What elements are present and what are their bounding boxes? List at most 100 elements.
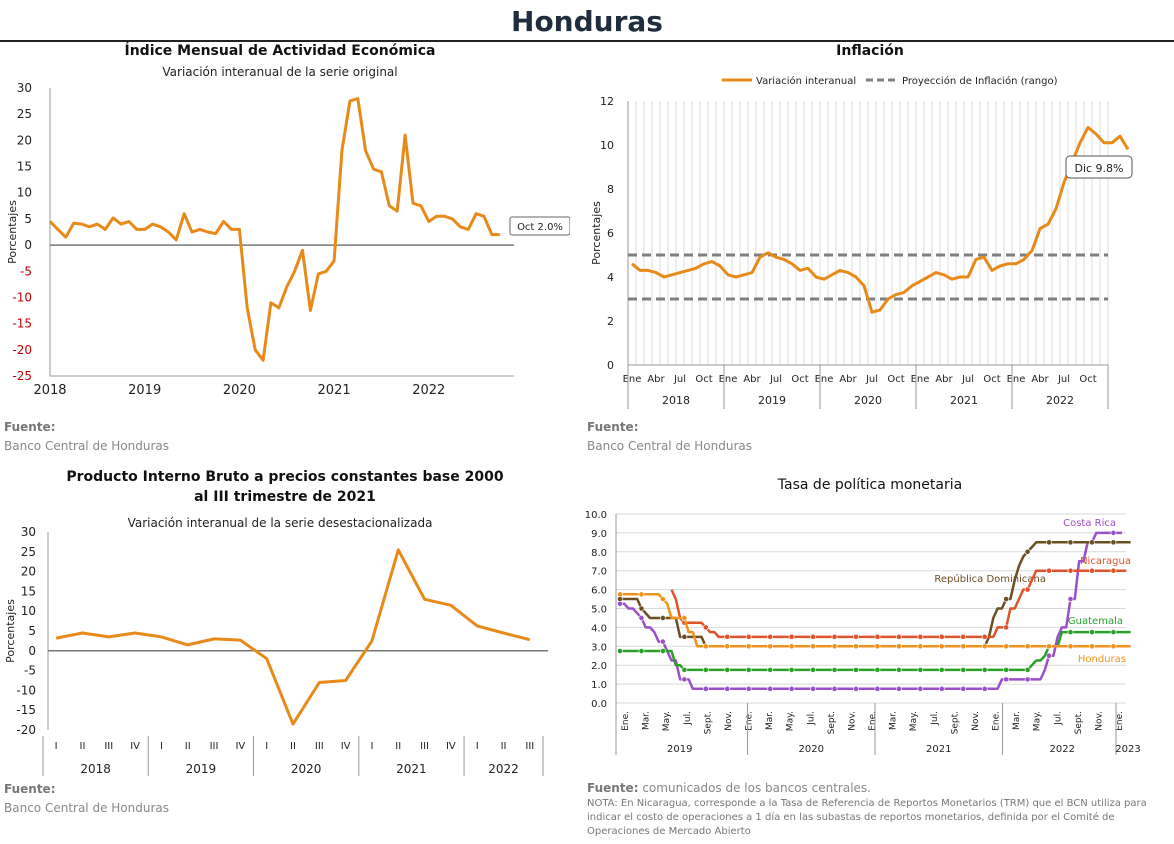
inflation-chart: Variación interanual Proyección de Inflac… <box>590 75 1133 409</box>
tpm-point <box>638 591 645 598</box>
inflation-annotation: Dic 9.8% <box>1074 162 1123 175</box>
y-tick-label: -10 <box>16 683 36 697</box>
tpm-point <box>1046 567 1052 574</box>
tpm-point <box>660 648 666 654</box>
tpm-point <box>1110 643 1117 650</box>
tpm-point <box>938 643 945 650</box>
y-tick-label: 10 <box>600 139 614 152</box>
tpm-point <box>638 615 645 621</box>
series-label: Honduras <box>1078 654 1126 665</box>
tpm-point <box>767 633 774 640</box>
x-tick-label: 2020 <box>223 383 256 398</box>
y-tick-label: 25 <box>17 107 32 121</box>
tpm-point <box>853 633 859 640</box>
tpm-point <box>702 667 709 673</box>
x-month-label: Mar. <box>765 711 775 730</box>
y-tick-label: 4 <box>607 271 614 284</box>
x-month-label: Jul. <box>806 711 816 726</box>
x-month-label: Jul. <box>1053 711 1063 726</box>
tpm-point <box>660 615 666 621</box>
y-tick-label: 9.0 <box>591 529 607 540</box>
tpm-point <box>702 624 709 631</box>
tpm-point <box>1003 624 1010 631</box>
inflation-title: Inflación <box>836 43 904 59</box>
tpm-point <box>831 643 838 650</box>
x-month-label: Ene. <box>868 711 878 731</box>
x-month-label: Abr <box>839 374 857 385</box>
tpm-point <box>917 685 924 692</box>
x-month-label: Sept. <box>1074 711 1084 734</box>
series-label: Costa Rica <box>1063 518 1116 529</box>
tpm-point <box>1110 567 1117 574</box>
tpm-point <box>745 685 752 692</box>
imae-source: Fuente: Banco Central de Honduras <box>4 420 169 453</box>
tpm-point <box>724 643 731 650</box>
x-month-label: Oct <box>1079 374 1096 385</box>
tpm-point <box>788 667 795 673</box>
x-month-label: Mar. <box>889 711 899 730</box>
y-tick-label: 20 <box>17 133 32 147</box>
x-month-label: May. <box>909 711 919 731</box>
y-tick-label: 0 <box>28 644 36 658</box>
tpm-point <box>917 667 924 673</box>
tpm-point <box>681 615 688 621</box>
tpm-point <box>638 605 645 612</box>
series-label: República Dominicana <box>934 573 1046 585</box>
y-tick-label: 0 <box>24 238 32 252</box>
y-tick-label: 5.0 <box>591 605 607 616</box>
tpm-point <box>767 685 774 692</box>
tpm-point <box>702 643 709 650</box>
imae-annotation: Oct 2.0% <box>517 222 563 233</box>
x-month-label: Ene. <box>992 711 1002 731</box>
y-tick-label: 1.0 <box>591 680 607 691</box>
tpm-point <box>981 633 988 640</box>
x-month-label: Ene <box>815 374 834 385</box>
tpm-point <box>724 667 731 673</box>
x-quarter-label: IV <box>235 741 245 752</box>
x-quarter-label: IV <box>446 741 456 752</box>
x-month-label: Oct <box>887 374 904 385</box>
x-year-label: 2021 <box>950 394 978 407</box>
x-tick-label: 2018 <box>33 383 66 398</box>
tpm-point <box>853 667 859 673</box>
y-axis-label: Porcentajes <box>4 599 17 663</box>
x-month-label: Jul <box>865 374 878 385</box>
tpm-point <box>874 643 881 650</box>
series-label: Guatemala <box>1068 616 1123 627</box>
tpm-point <box>745 633 752 640</box>
tpm-point <box>853 685 859 692</box>
x-month-label: Ene <box>623 374 642 385</box>
tpm-point <box>831 667 838 673</box>
tpm-point <box>1089 539 1095 546</box>
imae-subtitle: Variación interanual de la serie origina… <box>162 65 398 79</box>
tpm-point <box>724 633 731 640</box>
x-quarter-label: II <box>395 741 401 752</box>
tpm-point <box>1024 667 1031 673</box>
tpm-point <box>1003 667 1010 673</box>
tpm-point <box>681 676 688 683</box>
y-tick-label: 2.0 <box>591 661 607 672</box>
tpm-point <box>981 643 988 650</box>
tpm-point <box>960 643 967 650</box>
x-quarter-label: I <box>265 741 268 752</box>
tpm-point <box>617 648 623 654</box>
tpm-point <box>1024 586 1031 593</box>
y-tick-label: -25 <box>12 369 32 383</box>
tpm-point <box>681 667 688 673</box>
y-tick-label: 25 <box>21 545 36 559</box>
tpm-point <box>1003 596 1010 602</box>
x-month-label: Jul <box>769 374 782 385</box>
tpm-point <box>617 600 623 607</box>
x-year-label: 2019 <box>667 744 692 755</box>
tpm-point <box>810 633 816 640</box>
x-month-label: Mar. <box>642 711 652 730</box>
tpm-point <box>745 667 752 673</box>
tpm-point <box>660 596 666 602</box>
x-month-label: Jul <box>961 374 974 385</box>
tpm-point <box>788 643 795 650</box>
x-month-label: Ene <box>719 374 738 385</box>
x-month-label: Nov. <box>847 711 857 731</box>
y-tick-label: -15 <box>16 703 36 717</box>
x-month-label: Ene <box>911 374 930 385</box>
x-month-label: Ene. <box>745 711 755 731</box>
